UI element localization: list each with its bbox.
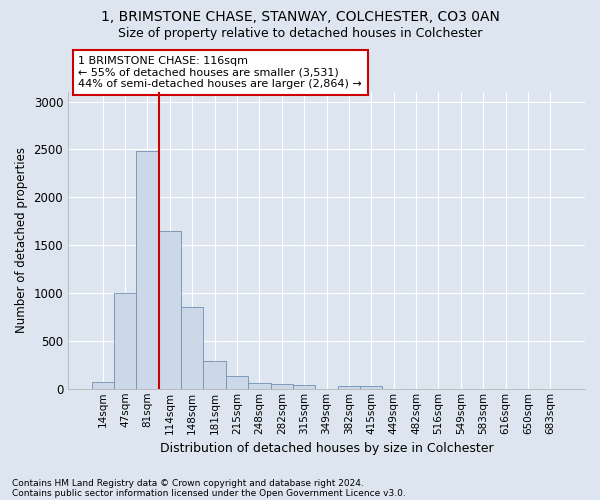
Bar: [114, 293, 136, 389]
Text: 1, BRIMSTONE CHASE, STANWAY, COLCHESTER, CO3 0AN: 1, BRIMSTONE CHASE, STANWAY, COLCHESTER,…: [101, 10, 499, 24]
Bar: [158, 231, 181, 389]
Text: 1 BRIMSTONE CHASE: 116sqm
← 55% of detached houses are smaller (3,531)
44% of se: 1 BRIMSTONE CHASE: 116sqm ← 55% of detac…: [79, 56, 362, 89]
Bar: [338, 386, 360, 389]
Bar: [271, 384, 293, 389]
Bar: [293, 386, 316, 389]
Bar: [136, 152, 158, 389]
Y-axis label: Number of detached properties: Number of detached properties: [15, 148, 28, 334]
Bar: [181, 308, 203, 389]
Bar: [226, 376, 248, 389]
Text: Size of property relative to detached houses in Colchester: Size of property relative to detached ho…: [118, 28, 482, 40]
Bar: [360, 386, 382, 389]
X-axis label: Distribution of detached houses by size in Colchester: Distribution of detached houses by size …: [160, 442, 493, 455]
Bar: [92, 382, 114, 389]
Bar: [248, 384, 271, 389]
Text: Contains HM Land Registry data © Crown copyright and database right 2024.: Contains HM Land Registry data © Crown c…: [12, 478, 364, 488]
Bar: [203, 361, 226, 389]
Text: Contains public sector information licensed under the Open Government Licence v3: Contains public sector information licen…: [12, 488, 406, 498]
